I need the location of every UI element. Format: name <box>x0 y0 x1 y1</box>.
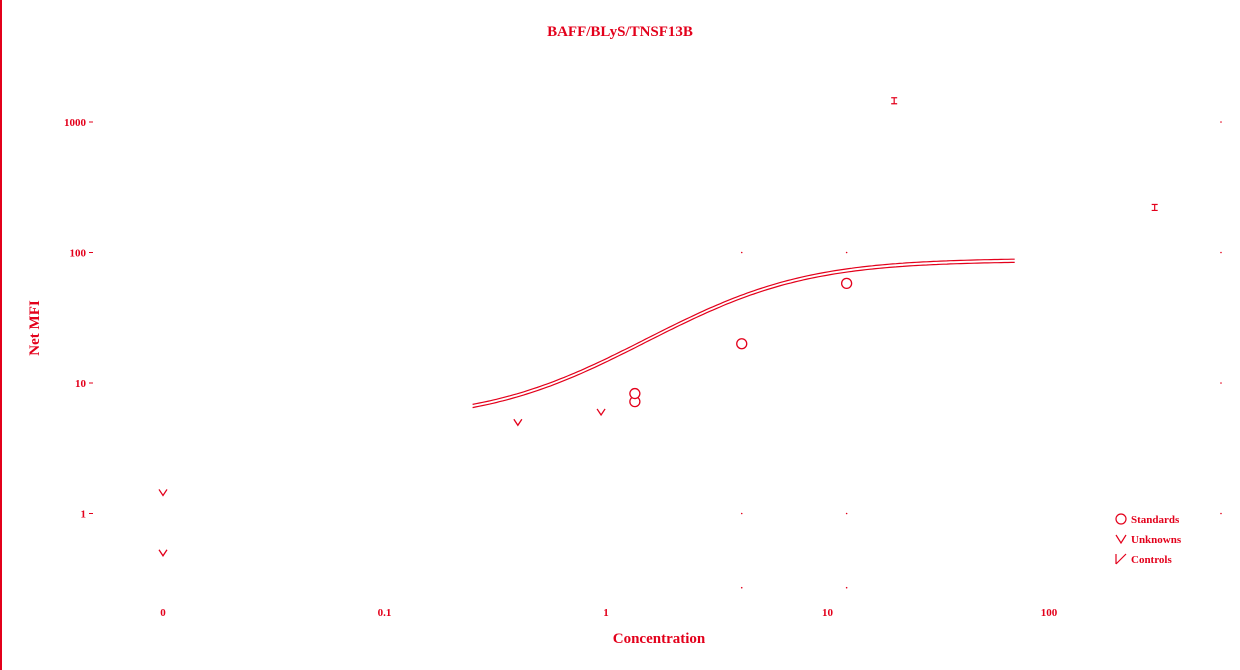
unknown-point <box>158 549 168 557</box>
grid-dot <box>740 512 743 515</box>
fit-curve-line-upper <box>472 258 1015 405</box>
x-axis-label: Concentration <box>613 631 706 647</box>
y-tick-label: 10 <box>75 378 87 390</box>
x-tick-label: 0 <box>160 607 166 619</box>
grid-dots <box>740 121 1222 589</box>
legend-controls-symbol <box>1115 553 1127 565</box>
grid-dot <box>845 251 848 254</box>
standard-point <box>840 277 853 290</box>
y-axis-label: Net MFI <box>27 300 43 356</box>
x-axis-ticks: 0 0.1 1 10 100 <box>160 607 1058 619</box>
legend-entry-label: Controls <box>1131 554 1172 566</box>
grid-dot <box>1220 121 1222 123</box>
y-tick-label: 100 <box>70 248 87 260</box>
unknown-point <box>513 418 523 427</box>
standard-point <box>629 387 641 400</box>
legend-standards-symbol <box>1115 513 1127 525</box>
unknown-point <box>158 489 168 497</box>
y-axis-ticks: 1000 100 10 1 <box>64 117 93 521</box>
legend-entry-label: Standards <box>1131 514 1180 526</box>
x-tick-label: 100 <box>1041 607 1058 619</box>
fit-curve-line-lower <box>472 261 1015 409</box>
chart-title: BAFF/BLyS/TNSF13B <box>547 24 693 40</box>
y-tick-label: 1 <box>81 509 87 521</box>
grid-dot <box>845 586 848 589</box>
fit-curve <box>472 258 1015 409</box>
x-tick-label: 10 <box>822 607 834 619</box>
left-edge-line <box>0 0 2 670</box>
x-tick-label: 0.1 <box>378 607 392 619</box>
grid-dot <box>1220 382 1222 384</box>
grid-dot <box>740 251 743 254</box>
control-point <box>1151 204 1158 212</box>
data-points <box>158 97 1158 557</box>
legend: Standards Unknowns Controls <box>1115 513 1182 566</box>
grid-dot <box>845 512 848 515</box>
legend-entry-label: Unknowns <box>1131 534 1182 546</box>
x-tick-label: 1 <box>603 607 609 619</box>
grid-dot <box>740 586 743 589</box>
legend-unknowns-symbol <box>1115 534 1127 545</box>
grid-dot <box>1220 512 1222 515</box>
control-point <box>891 97 898 105</box>
grid-dot <box>1220 251 1222 254</box>
standard-point <box>736 338 748 350</box>
y-tick-label: 1000 <box>64 117 87 129</box>
unknown-point <box>596 408 606 417</box>
